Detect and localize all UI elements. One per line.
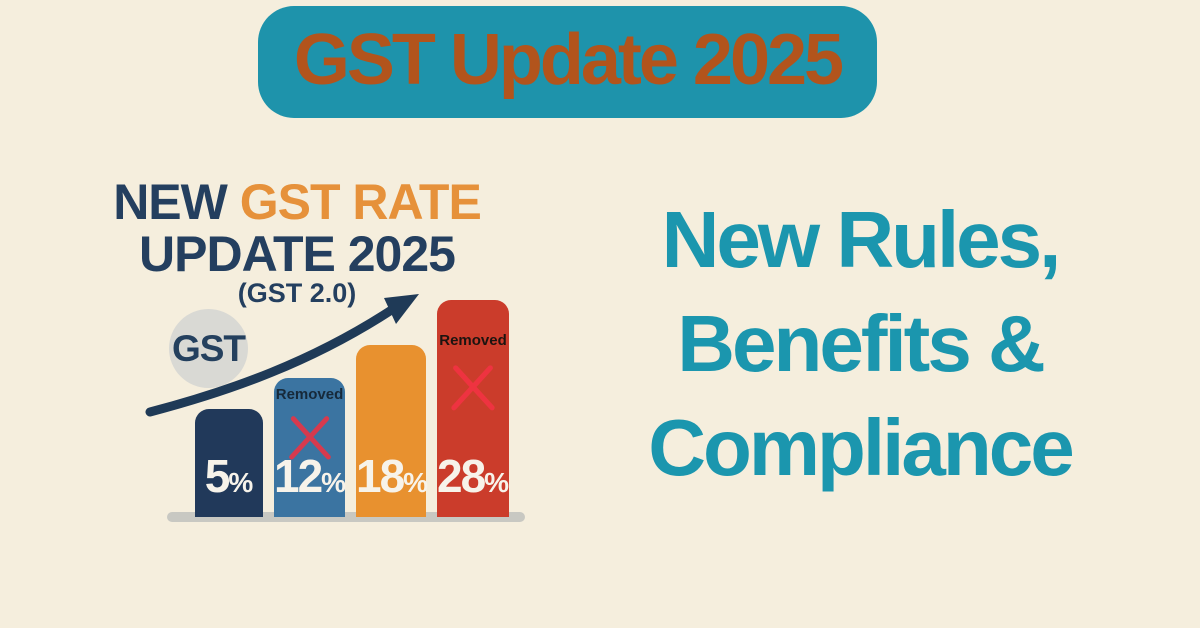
bar-18-percent: 18% xyxy=(356,345,429,517)
gst-infographic: NEW GST RATE UPDATE 2025 (GST 2.0) GST 5… xyxy=(57,173,537,522)
bar-value-label: 28% xyxy=(437,450,510,502)
headline-line-1: New Rules, xyxy=(661,195,1062,284)
chart-baseline xyxy=(167,512,525,522)
gst-badge-label: GST xyxy=(171,327,246,369)
bar-5-percent: 5% xyxy=(195,409,263,517)
infographic-title-line1: NEW GST RATE xyxy=(57,173,537,231)
removed-label: Removed xyxy=(275,386,344,403)
bar-value-label: 12% xyxy=(274,450,347,502)
bar-12-percent: Removed 12% xyxy=(274,378,347,517)
headline-line-3: Compliance xyxy=(648,403,1074,492)
infographic-title-line2: UPDATE 2025 xyxy=(139,226,456,282)
infographic-subtitle: (GST 2.0) xyxy=(237,278,357,308)
red-x-icon xyxy=(288,416,331,460)
removed-overlay: Removed xyxy=(274,378,345,468)
banner-pill: GST Update 2025 xyxy=(258,6,877,118)
growth-arrow-icon xyxy=(145,294,419,417)
headline-line-2: Benefits & xyxy=(677,299,1046,388)
red-x-icon xyxy=(451,365,495,411)
removed-label: Removed xyxy=(439,332,507,349)
title-gst-rate-segment: GST RATE xyxy=(239,174,482,230)
bar-28-percent: Removed 28% xyxy=(437,300,509,517)
headline-block: New Rules, Benefits & Compliance xyxy=(610,188,1110,500)
bar-value-label: 18% xyxy=(356,450,429,502)
banner-title: GST Update 2025 xyxy=(293,20,844,100)
removed-overlay: Removed xyxy=(437,300,509,413)
bar-value-label: 5% xyxy=(204,450,254,502)
gst-badge: GST xyxy=(169,309,248,388)
title-new-segment: NEW xyxy=(113,174,240,230)
